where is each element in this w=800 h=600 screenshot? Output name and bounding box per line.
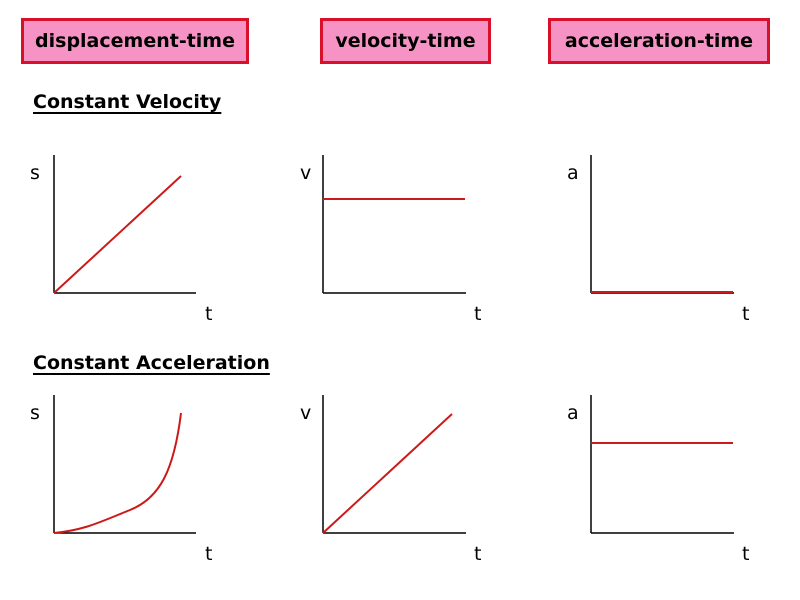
section-title-constant-velocity: Constant Velocity: [33, 91, 222, 113]
plot-line: [322, 413, 453, 534]
header-acceleration-time: acceleration-time: [548, 18, 770, 64]
y-axis-label: v: [300, 162, 311, 184]
graph-cv-velocity-time: v t: [300, 155, 481, 325]
y-axis-label: v: [300, 402, 311, 424]
x-axis-label: t: [742, 543, 749, 565]
plot-line: [53, 175, 182, 294]
header-displacement-time: displacement-time: [21, 18, 249, 64]
header-velocity-time: velocity-time: [320, 18, 491, 64]
section-title-constant-acceleration: Constant Acceleration: [33, 352, 270, 374]
x-axis-label: t: [474, 543, 481, 565]
x-axis-label: t: [205, 543, 212, 565]
y-axis-label: a: [567, 402, 579, 424]
x-axis-label: t: [474, 303, 481, 325]
x-axis-label: t: [205, 303, 212, 325]
graph-cv-acceleration-time: a t: [567, 155, 749, 325]
graph-cv-displacement-time: s t: [30, 155, 212, 325]
graph-ca-velocity-time: v t: [300, 395, 481, 565]
x-axis-label: t: [742, 303, 749, 325]
y-axis-label: a: [567, 162, 579, 184]
graph-ca-acceleration-time: a t: [567, 395, 749, 565]
y-axis-label: s: [30, 402, 40, 424]
graph-ca-displacement-time: s t: [30, 395, 212, 565]
y-axis-label: s: [30, 162, 40, 184]
plot-curve: [53, 412, 182, 534]
